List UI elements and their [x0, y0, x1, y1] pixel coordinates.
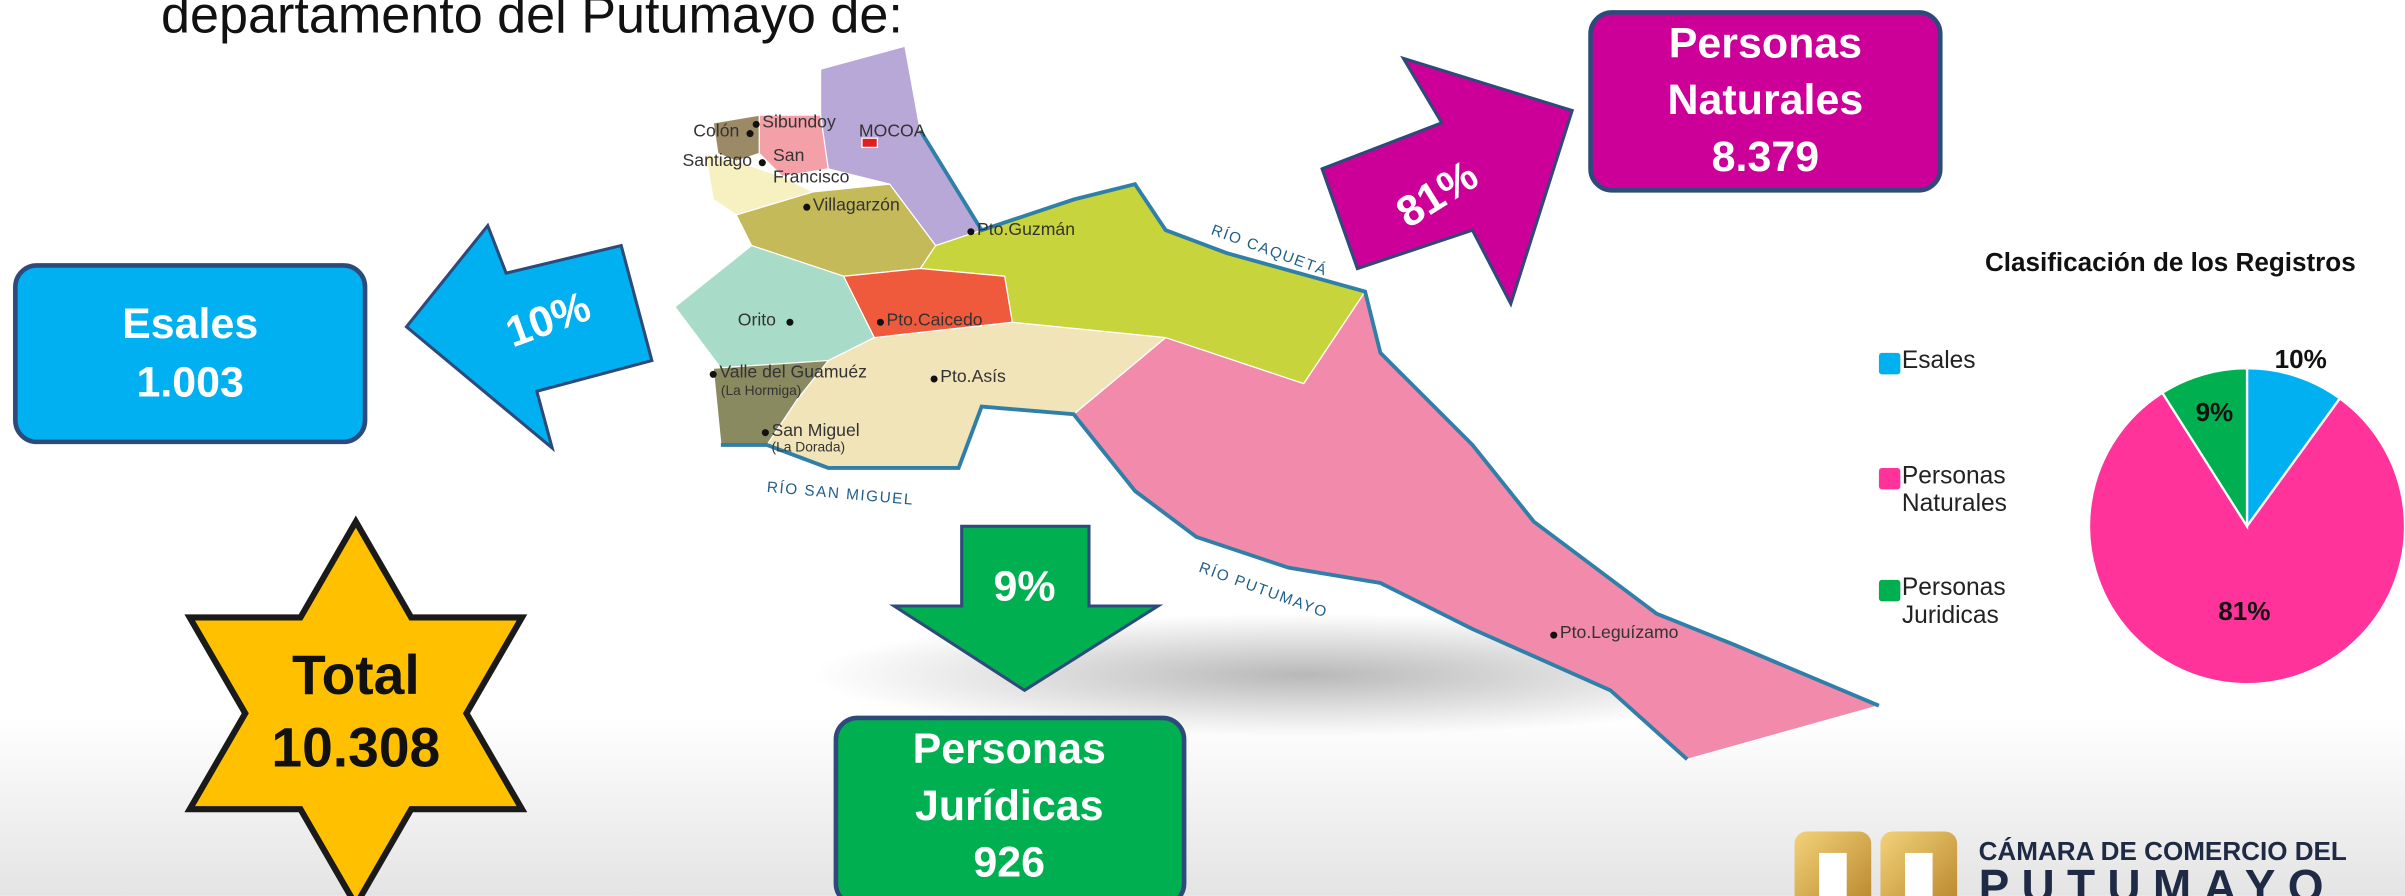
map-label: Pto.Asís — [940, 366, 1006, 386]
map-dot — [876, 318, 884, 326]
map-label: (La Hormiga) — [721, 383, 802, 398]
arrow-label: 9% — [994, 562, 1056, 610]
map-label: San Miguel — [772, 420, 860, 440]
pie-slice — [2087, 391, 2405, 686]
box-value: 926 — [973, 839, 1045, 887]
map-dot — [1550, 631, 1558, 639]
region — [712, 114, 760, 162]
map-label: Colón — [693, 121, 739, 141]
total-label: Total — [292, 644, 420, 706]
logo-text: PUTUMAYO — [1979, 860, 2336, 896]
map-dot — [752, 120, 760, 128]
region — [712, 359, 830, 446]
river — [720, 404, 1689, 761]
juridicas-box — [833, 715, 1187, 896]
box-title: Naturales — [1668, 76, 1864, 124]
slice-label: 81% — [2218, 596, 2270, 626]
map-label: Villagarzón — [813, 194, 900, 214]
map-dot — [930, 375, 938, 383]
legend-swatch — [1878, 467, 1901, 490]
pie-slice — [2160, 367, 2249, 531]
map-dot — [967, 228, 975, 236]
heading: departamento del Putumayo de: — [161, 0, 903, 44]
map-label: Francisco — [773, 167, 850, 187]
map-label: Pto.Caicedo — [887, 309, 983, 329]
map-label: San — [773, 145, 804, 165]
slice-label: 9% — [2196, 397, 2234, 427]
slice-label: 10% — [2275, 344, 2327, 374]
map-label: Pto.Leguízamo — [1560, 622, 1679, 642]
map-label: Sibundoy — [762, 111, 836, 131]
map-dot — [709, 370, 717, 378]
logo-text: CÁMARA DE COMERCIO DEL — [1979, 836, 2347, 866]
legend-swatch — [1878, 352, 1901, 375]
pie: 10% 81% 9% Esales Personas Naturales Personas… — [1878, 344, 2405, 686]
map-dot — [786, 318, 794, 326]
map — [674, 45, 1881, 761]
capital-marker — [861, 137, 878, 148]
esales-box — [13, 263, 368, 445]
box-value: 8.379 — [1712, 133, 1819, 181]
box-title: Jurídicas — [915, 782, 1104, 830]
logo-icon — [1904, 852, 1933, 896]
chart-title: Clasificación de los Registros — [1985, 247, 2356, 277]
legend-label: Personas Naturales — [1901, 463, 2007, 518]
arrow — [1320, 55, 1575, 308]
map-label: (La Dorada) — [772, 440, 846, 455]
box-title: Personas — [913, 725, 1106, 773]
box-title: Esales — [122, 300, 258, 348]
legend-swatch — [1878, 579, 1901, 602]
map-dot — [746, 130, 754, 138]
pie-slice — [2245, 367, 2342, 530]
legend-entry: Personas Juridicas — [1901, 575, 2006, 629]
map-label: Santiago — [683, 150, 753, 170]
map-label: MOCOA — [859, 121, 926, 141]
legend-entry: Esales — [1901, 348, 1976, 375]
legend-label: Esales — [1901, 348, 1976, 375]
box-value: 1.003 — [136, 358, 243, 406]
map-label: Orito — [738, 309, 776, 329]
map-label: Valle del Guamuéz — [719, 362, 867, 382]
arrow — [889, 524, 1164, 693]
map-dot — [758, 159, 766, 167]
total-star — [184, 515, 528, 896]
river — [918, 129, 1880, 708]
legend-label: Personas Juridicas — [1901, 575, 2006, 629]
logo: CÁMARA DE COMERCIO DEL PUTUMAYO — [1794, 831, 2347, 896]
logo-icon — [1819, 852, 1847, 896]
legend-entry: Personas Naturales — [1901, 463, 2007, 518]
map-dot — [803, 203, 811, 211]
box-title: Personas — [1669, 19, 1862, 67]
naturales-box — [1588, 10, 1943, 193]
total-value: 10.308 — [271, 716, 440, 778]
map-label: Pto.Guzmán — [977, 219, 1075, 239]
arrow — [404, 222, 654, 453]
map-dot — [761, 429, 769, 437]
